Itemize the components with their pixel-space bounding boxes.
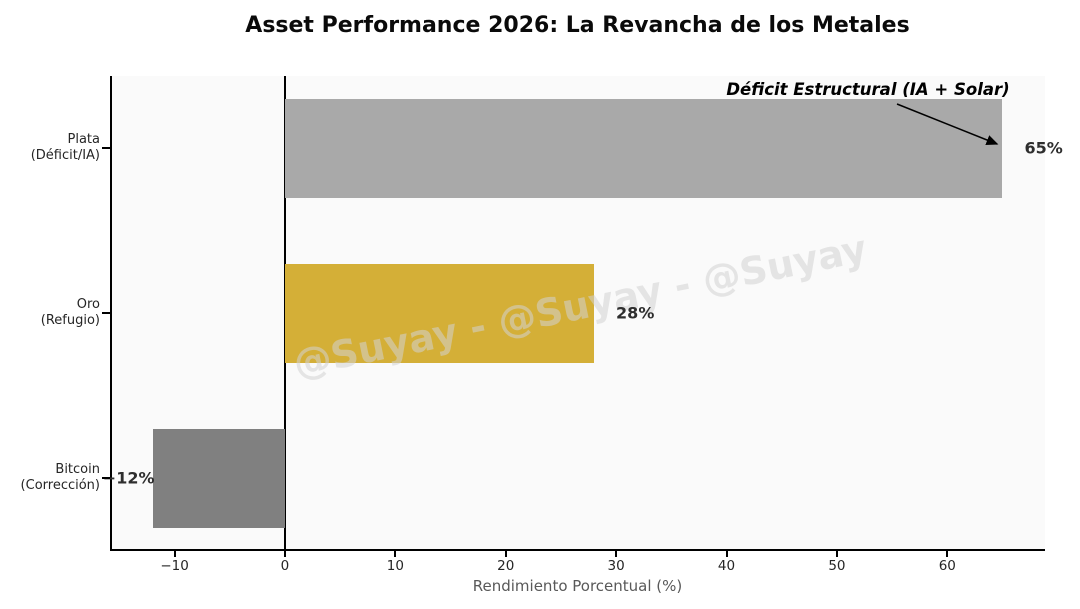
x-tick-10 (394, 551, 397, 557)
x-tick-label-10: 10 (386, 558, 404, 574)
y-label-line: Plata (67, 131, 100, 147)
chart-title: Asset Performance 2026: La Revancha de l… (245, 13, 910, 38)
x-tick-30 (615, 551, 618, 557)
x-tick-50 (835, 551, 838, 557)
value-label-oro: 28% (616, 303, 655, 323)
x-tick-label-0: 0 (280, 558, 290, 574)
x-tick-label-20: 20 (497, 558, 515, 574)
y-tick-oro (102, 312, 110, 314)
x-tick-0 (283, 551, 286, 557)
annotation-label: Déficit Estructural (IA + Solar) (726, 80, 1010, 99)
value-label-plata: 65% (1024, 138, 1063, 158)
y-tick-bitcoin (102, 477, 110, 479)
bar-oro (284, 263, 595, 363)
annotation-arrow-icon (896, 103, 999, 145)
x-tick-label-60: 60 (938, 558, 956, 574)
y-label-oro: Oro (Refugio) (41, 297, 100, 330)
y-label-line: (Refugio) (40, 313, 100, 328)
x-tick-label--10: −10 (160, 558, 189, 574)
x-tick-label-30: 30 (607, 558, 625, 574)
x-tick--10 (173, 551, 176, 557)
x-axis-title: Rendimiento Porcentual (%) (472, 577, 683, 595)
x-tick-60 (946, 551, 949, 557)
x-tick-40 (725, 551, 728, 557)
y-label-bitcoin: Bitcoin (Corrección) (21, 462, 100, 495)
y-label-line: Bitcoin (55, 461, 100, 477)
y-label-line: (Corrección) (20, 478, 100, 493)
y-label-line: (Déficit/IA) (30, 148, 100, 163)
x-tick-20 (504, 551, 507, 557)
bar-bitcoin (152, 428, 285, 528)
y-label-plata: Plata (Déficit/IA) (31, 132, 100, 165)
value-label-bitcoin: −12% (102, 468, 155, 488)
bar-plata (284, 98, 1003, 198)
y-label-line: Oro (76, 296, 100, 312)
x-tick-label-50: 50 (828, 558, 846, 574)
x-tick-label-40: 40 (717, 558, 736, 574)
y-tick-plata (102, 147, 110, 149)
